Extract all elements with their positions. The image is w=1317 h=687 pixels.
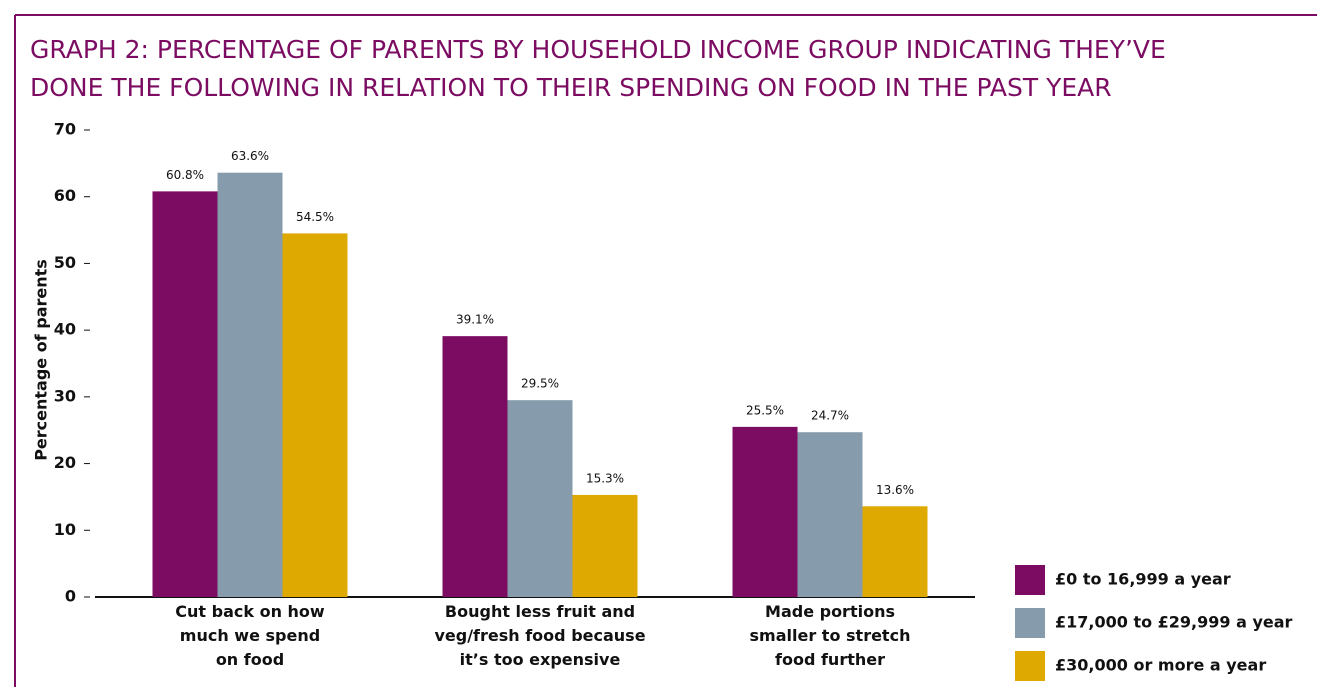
y-tick-label: 60 xyxy=(54,186,76,205)
x-tick-label: Cut back on how much we spend on food xyxy=(175,602,325,669)
x-tick-label-line: veg/fresh food because xyxy=(434,626,645,645)
bar xyxy=(217,172,283,597)
legend-swatch xyxy=(1015,651,1045,681)
x-tick-label: Bought less fruit and veg/fresh food beca… xyxy=(434,602,645,669)
bar xyxy=(282,233,348,597)
value-label: 24.7% xyxy=(811,409,849,423)
value-label: 60.8% xyxy=(166,168,204,182)
x-tick-label-line: on food xyxy=(216,650,284,669)
x-tick-label-line: much we spend xyxy=(180,626,320,645)
value-label: 63.6% xyxy=(231,149,269,163)
x-tick-label-line: Cut back on how xyxy=(175,602,325,621)
x-tick-label-line: food further xyxy=(775,650,885,669)
y-tick-label: 70 xyxy=(54,120,76,139)
x-tick-label-line: it’s too expensive xyxy=(460,650,621,669)
bar xyxy=(862,506,928,597)
bar xyxy=(797,432,863,597)
legend-label: £17,000 to £29,999 a year xyxy=(1055,613,1293,632)
y-tick-label: 0 xyxy=(65,587,76,606)
bar xyxy=(507,400,573,597)
chart-title: GRAPH 2: PERCENTAGE OF PARENTS BY HOUSEH… xyxy=(30,35,1166,64)
legend-swatch xyxy=(1015,565,1045,595)
legend-swatch xyxy=(1015,608,1045,638)
legend-label: £0 to 16,999 a year xyxy=(1055,570,1231,589)
chart-title: DONE THE FOLLOWING IN RELATION TO THEIR … xyxy=(30,73,1112,102)
x-tick-label-line: Made portions xyxy=(765,602,895,621)
bar xyxy=(572,494,638,597)
y-tick-label: 50 xyxy=(54,253,76,272)
y-tick-label: 30 xyxy=(54,386,76,405)
bar xyxy=(152,191,218,597)
x-tick-label: Made portions smaller to stretch food furt… xyxy=(750,602,911,669)
value-label: 13.6% xyxy=(876,483,914,497)
value-label: 15.3% xyxy=(586,471,624,485)
y-axis-label: Percentage of parents xyxy=(32,259,51,461)
bar xyxy=(732,426,798,597)
x-tick-label-line: Bought less fruit and xyxy=(445,602,635,621)
value-label: 39.1% xyxy=(456,313,494,327)
value-label: 25.5% xyxy=(746,403,784,417)
legend-label: £30,000 or more a year xyxy=(1055,656,1266,675)
value-label: 54.5% xyxy=(296,210,334,224)
y-tick-label: 40 xyxy=(54,320,76,339)
y-tick-label: 10 xyxy=(54,520,76,539)
value-label: 29.5% xyxy=(521,377,559,391)
y-tick-label: 20 xyxy=(54,453,76,472)
bar xyxy=(442,336,508,597)
x-tick-label-line: smaller to stretch xyxy=(750,626,911,645)
